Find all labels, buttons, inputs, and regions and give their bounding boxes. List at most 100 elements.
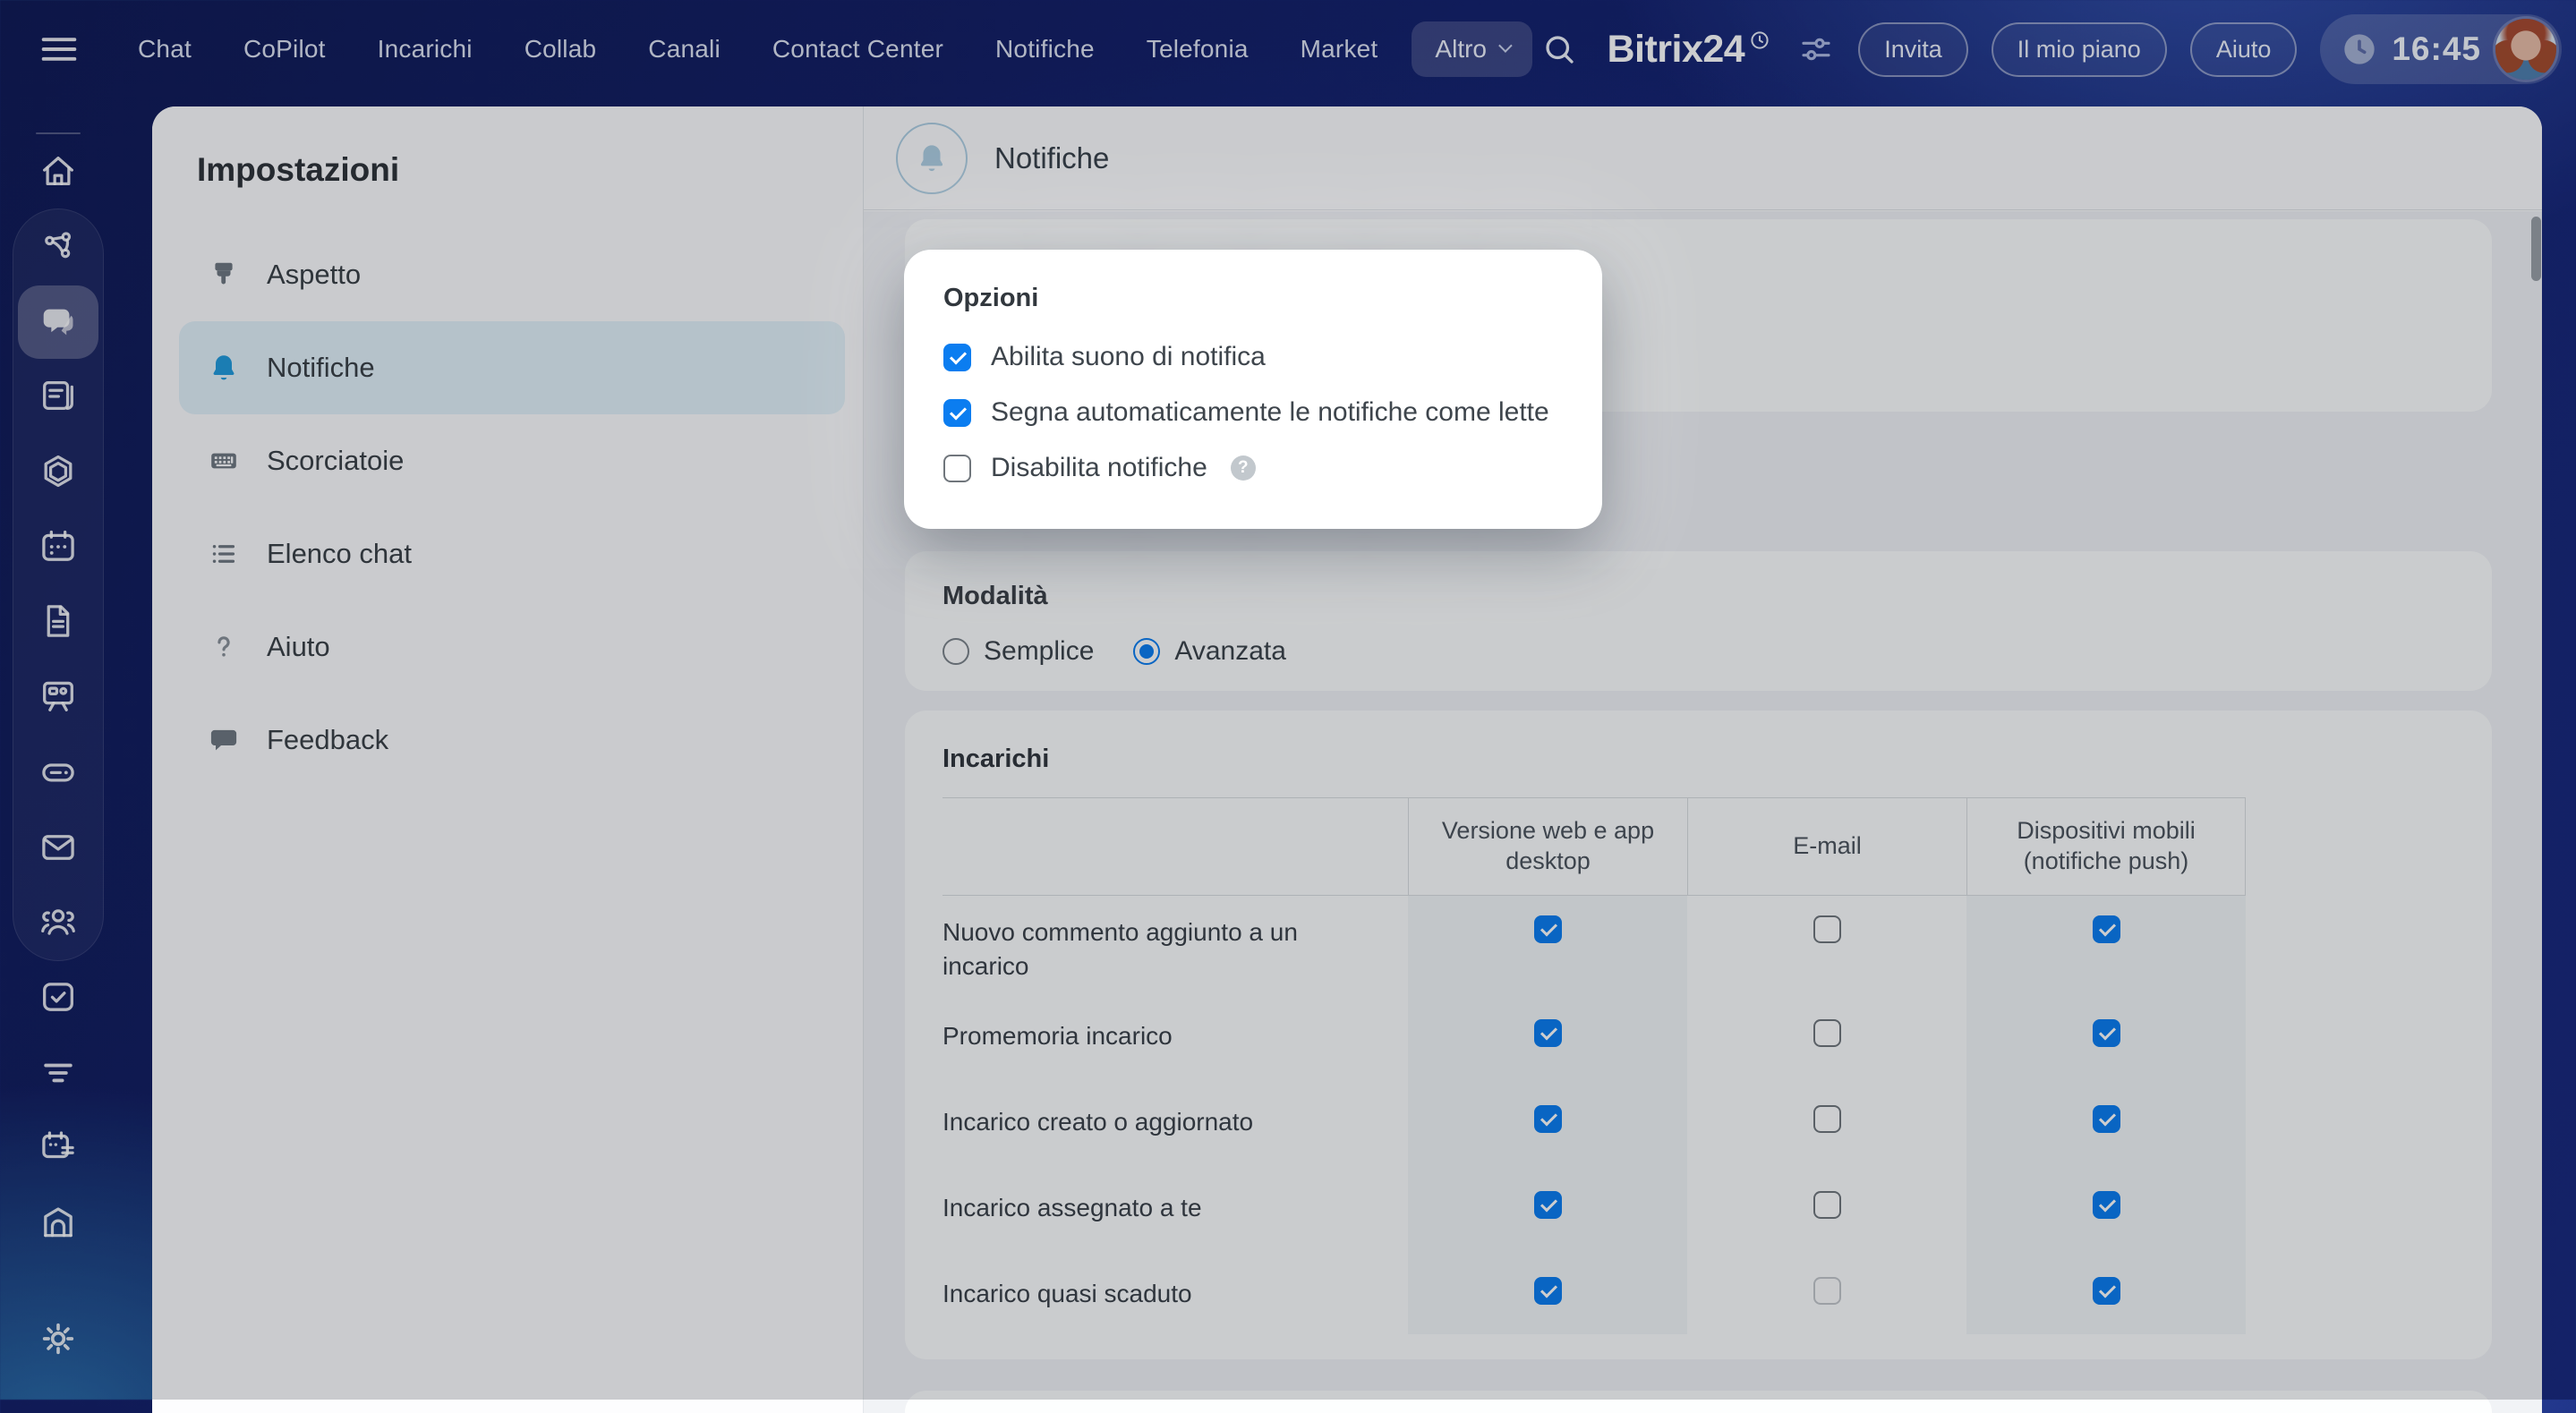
- checkbox-disable-notifications[interactable]: [943, 454, 971, 482]
- nav-item-market[interactable]: Market: [1300, 35, 1378, 63]
- worktime-widget[interactable]: 16:45: [2320, 14, 2562, 84]
- column-header-email: E-mail: [1687, 797, 1966, 896]
- help-icon[interactable]: ?: [1230, 455, 1256, 481]
- sidebar-item-feedback[interactable]: Feedback: [179, 694, 845, 787]
- nav-item-incarichi[interactable]: Incarichi: [377, 35, 473, 63]
- rail-docs-icon[interactable]: [0, 583, 116, 659]
- rail-divider: [36, 132, 81, 134]
- top-nav: Chat CoPilot Incarichi Collab Canali Con…: [0, 0, 2576, 98]
- nav-item-notifiche[interactable]: Notifiche: [995, 35, 1095, 63]
- table-row: Incarico assegnato a te: [943, 1171, 2246, 1257]
- modalita-section: Modalità Semplice Avanzata: [905, 551, 2492, 691]
- sidebar-item-notifiche[interactable]: Notifiche: [179, 321, 845, 414]
- rail-chat-icon[interactable]: [0, 285, 116, 360]
- opzioni-title: Opzioni: [943, 284, 1039, 312]
- help-button[interactable]: Aiuto: [2189, 21, 2298, 77]
- radio-button[interactable]: [943, 638, 969, 665]
- hamburger-menu-icon[interactable]: [36, 26, 82, 72]
- nav-item-collab[interactable]: Collab: [524, 35, 597, 63]
- rail-tasks-icon[interactable]: [0, 959, 116, 1034]
- brand-name: Bitrix24: [1607, 27, 1745, 71]
- rail-planner-icon[interactable]: [0, 1109, 116, 1184]
- settings-sidebar: Impostazioni Aspetto Notifiche Scorciato…: [152, 106, 863, 1413]
- checkbox-web[interactable]: [1533, 1277, 1562, 1305]
- rail-people-icon[interactable]: [0, 884, 116, 959]
- checkbox-email[interactable]: [1813, 1019, 1841, 1047]
- bitrix24-logo[interactable]: Bitrix24: [1607, 28, 1770, 72]
- checkbox-web[interactable]: [1533, 1019, 1562, 1047]
- rail-whiteboard-icon[interactable]: [0, 659, 116, 734]
- row-label: Nuovo commento aggiunto a un incarico: [943, 918, 1298, 980]
- checkbox-web[interactable]: [1533, 1191, 1562, 1219]
- checkbox-auto-read[interactable]: [943, 398, 971, 427]
- rail-market-icon[interactable]: [0, 1185, 116, 1260]
- checkbox-mobile[interactable]: [2092, 1105, 2120, 1133]
- modalita-options: Semplice Avanzata: [943, 636, 2454, 667]
- radio-button[interactable]: [1133, 638, 1161, 665]
- table-row: Nuovo commento aggiunto a un incarico: [943, 896, 2246, 1000]
- row-label: Incarico quasi scaduto: [943, 1280, 1192, 1307]
- rail-settings-gear-icon[interactable]: [0, 1301, 116, 1376]
- nav-more-button[interactable]: Altro: [1412, 21, 1532, 77]
- rail-collab-icon[interactable]: [0, 434, 116, 509]
- nav-item-canali[interactable]: Canali: [648, 35, 721, 63]
- notifications-table: Versione web e app desktop E-mail Dispos…: [943, 797, 2246, 1334]
- checkbox-email[interactable]: [1813, 1191, 1841, 1219]
- nav-item-telefonia[interactable]: Telefonia: [1146, 35, 1249, 63]
- nav-item-copilot[interactable]: CoPilot: [243, 35, 326, 63]
- scrollbar-thumb[interactable]: [2531, 217, 2541, 281]
- checkbox-web[interactable]: [1533, 1105, 1562, 1133]
- page-title: Notifiche: [994, 140, 1110, 174]
- nav-item-contact-center[interactable]: Contact Center: [772, 35, 943, 63]
- sidebar-item-label: Elenco chat: [267, 538, 412, 569]
- rail-drive-icon[interactable]: [0, 735, 116, 810]
- sidebar-item-elenco-chat[interactable]: Elenco chat: [179, 507, 845, 600]
- checkbox-web[interactable]: [1533, 915, 1562, 943]
- nav-item-chat[interactable]: Chat: [138, 35, 192, 63]
- checkbox-email[interactable]: [1813, 915, 1841, 943]
- rail-mail-icon[interactable]: [0, 810, 116, 885]
- rail-copilot-icon[interactable]: [0, 209, 116, 284]
- table-row: Incarico quasi scaduto: [943, 1257, 2246, 1334]
- row-label: Incarico assegnato a te: [943, 1194, 1202, 1221]
- sidebar-item-aiuto[interactable]: Aiuto: [179, 600, 845, 694]
- radio-avanzata[interactable]: Avanzata: [1133, 636, 1286, 667]
- rail-feed-icon[interactable]: [0, 358, 116, 433]
- sidebar-item-label: Scorciatoie: [267, 445, 405, 476]
- top-nav-right: Bitrix24 Invita Il mio piano Aiuto 16:45: [1540, 14, 2562, 84]
- rail-calendar-icon[interactable]: [0, 509, 116, 584]
- paintbrush-icon: [208, 259, 240, 291]
- invite-button[interactable]: Invita: [1858, 21, 1968, 77]
- checkbox-email[interactable]: [1813, 1277, 1841, 1305]
- modalita-title: Modalità: [943, 582, 1048, 610]
- current-time: 16:45: [2392, 30, 2481, 67]
- checkbox-mobile[interactable]: [2092, 1277, 2120, 1305]
- opzioni-spotlight-card: Opzioni Abilita suono di notifica Segna …: [904, 250, 1602, 529]
- option-label: Abilita suono di notifica: [991, 342, 1266, 371]
- rail-home-icon[interactable]: [0, 133, 116, 209]
- sidebar-item-aspetto[interactable]: Aspetto: [179, 228, 845, 321]
- nav-more-label: Altro: [1435, 35, 1487, 63]
- row-label: Incarico creato o aggiornato: [943, 1108, 1254, 1136]
- checkbox-mobile[interactable]: [2092, 915, 2120, 943]
- checkbox-mobile[interactable]: [2092, 1019, 2120, 1047]
- row-label: Promemoria incarico: [943, 1022, 1173, 1050]
- checkbox-sound[interactable]: [943, 343, 971, 371]
- settings-nav: Aspetto Notifiche Scorciatoie Elenco cha…: [152, 228, 863, 787]
- column-header-empty: [943, 797, 1408, 896]
- search-icon[interactable]: [1540, 30, 1578, 68]
- checkbox-email[interactable]: [1813, 1105, 1841, 1133]
- radio-label: Semplice: [984, 636, 1095, 666]
- checkbox-mobile[interactable]: [2092, 1191, 2120, 1219]
- rail-crm-funnel-icon[interactable]: [0, 1035, 116, 1111]
- sidebar-item-scorciatoie[interactable]: Scorciatoie: [179, 414, 845, 507]
- user-avatar[interactable]: [2495, 19, 2556, 80]
- incarichi-section: Incarichi Versione web e app desktop E-m…: [905, 711, 2492, 1359]
- radio-semplice[interactable]: Semplice: [943, 636, 1094, 667]
- sidebar-item-label: Notifiche: [267, 352, 375, 383]
- settings-sliders-icon[interactable]: [1797, 30, 1835, 68]
- my-plan-button[interactable]: Il mio piano: [1991, 21, 2167, 77]
- column-header-mobile: Dispositivi mobili (notifiche push): [1966, 797, 2246, 896]
- option-row-sound: Abilita suono di notifica: [943, 342, 1563, 372]
- list-icon: [208, 538, 240, 570]
